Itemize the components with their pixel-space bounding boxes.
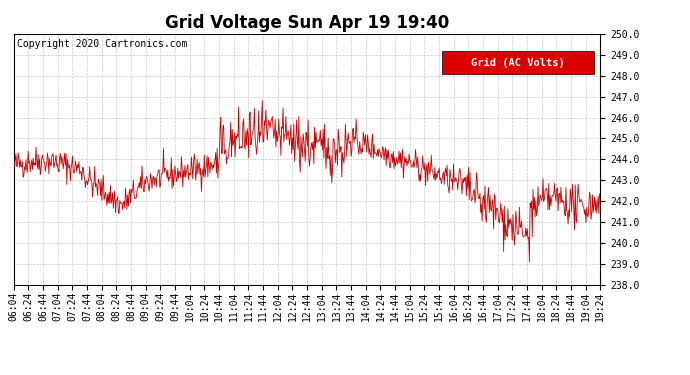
Text: Grid (AC Volts): Grid (AC Volts) <box>471 58 565 68</box>
FancyBboxPatch shape <box>442 51 594 74</box>
Title: Grid Voltage Sun Apr 19 19:40: Grid Voltage Sun Apr 19 19:40 <box>165 14 449 32</box>
Text: Copyright 2020 Cartronics.com: Copyright 2020 Cartronics.com <box>17 39 187 49</box>
